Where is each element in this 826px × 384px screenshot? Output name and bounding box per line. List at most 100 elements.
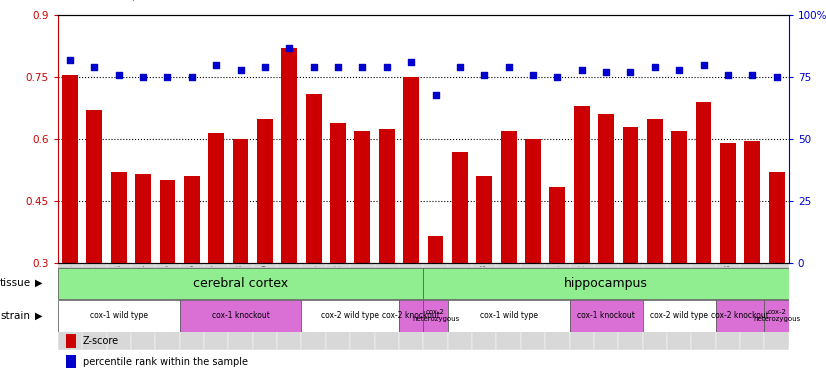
Bar — [278, 263, 301, 350]
Text: hippocampus: hippocampus — [564, 277, 648, 290]
Bar — [155, 263, 180, 350]
Bar — [107, 263, 131, 350]
Bar — [570, 263, 594, 350]
Point — [234, 67, 247, 73]
Bar — [594, 263, 618, 350]
Point — [380, 64, 393, 70]
Bar — [253, 263, 278, 350]
Bar — [375, 263, 399, 350]
Bar — [131, 263, 155, 350]
Bar — [643, 300, 715, 331]
Bar — [598, 114, 614, 263]
Point — [551, 74, 564, 80]
Bar — [301, 300, 399, 331]
Bar — [744, 141, 760, 263]
Text: cox-2 wild type: cox-2 wild type — [321, 311, 379, 320]
Text: ▶: ▶ — [35, 311, 42, 321]
Point — [672, 67, 686, 73]
Text: cox-1 wild type: cox-1 wild type — [90, 311, 148, 320]
Bar — [159, 180, 175, 263]
Bar — [647, 119, 662, 263]
Bar — [715, 300, 765, 331]
Bar — [301, 263, 326, 350]
Bar — [208, 133, 224, 263]
Point — [88, 64, 101, 70]
Bar — [58, 263, 83, 350]
Point — [697, 62, 710, 68]
Text: cox-2 wild type: cox-2 wild type — [650, 311, 708, 320]
Bar — [58, 300, 180, 331]
Bar — [720, 143, 736, 263]
Point — [575, 67, 588, 73]
Bar — [695, 102, 711, 263]
Point — [526, 72, 539, 78]
Bar — [477, 176, 492, 263]
Bar — [525, 139, 541, 263]
Text: ▶: ▶ — [35, 278, 42, 288]
Bar — [354, 131, 370, 263]
Point — [746, 72, 759, 78]
Bar — [204, 263, 228, 350]
Bar — [399, 300, 423, 331]
Bar — [545, 263, 570, 350]
Bar — [87, 110, 102, 263]
Point — [405, 60, 418, 66]
Bar — [740, 263, 765, 350]
Point — [185, 74, 198, 80]
Text: cox-2
heterozygous: cox-2 heterozygous — [753, 310, 800, 322]
Point — [210, 62, 223, 68]
Bar — [62, 75, 78, 263]
Text: cox-1 wild type: cox-1 wild type — [480, 311, 538, 320]
Bar — [228, 263, 253, 350]
Bar — [496, 263, 521, 350]
Bar — [549, 187, 565, 263]
Bar — [715, 263, 740, 350]
Point — [112, 72, 126, 78]
Bar — [643, 263, 667, 350]
Bar — [765, 263, 789, 350]
Point — [161, 74, 174, 80]
Bar — [574, 106, 590, 263]
Text: cox-2
heterozygous: cox-2 heterozygous — [412, 310, 459, 322]
Text: Z-score: Z-score — [83, 336, 119, 346]
Bar — [570, 300, 643, 331]
Point — [356, 64, 369, 70]
Text: GDS2602 / 16337: GDS2602 / 16337 — [66, 0, 184, 2]
Text: cox-2 knockout: cox-2 knockout — [711, 311, 769, 320]
Point — [502, 64, 515, 70]
Bar — [424, 300, 448, 331]
Point — [477, 72, 491, 78]
Bar — [257, 119, 273, 263]
Point — [429, 91, 442, 98]
Point — [770, 74, 783, 80]
Bar — [619, 263, 643, 350]
Text: cerebral cortex: cerebral cortex — [193, 277, 288, 290]
Bar — [282, 48, 297, 263]
Bar — [667, 263, 691, 350]
Bar — [180, 300, 301, 331]
Point — [648, 64, 662, 70]
Text: strain: strain — [0, 311, 30, 321]
Bar — [306, 94, 321, 263]
Bar — [501, 131, 516, 263]
Bar — [330, 123, 346, 263]
Bar — [672, 131, 687, 263]
Bar — [424, 263, 448, 350]
Bar — [83, 263, 107, 350]
Point — [282, 45, 296, 51]
Point — [624, 69, 637, 75]
Text: tissue: tissue — [0, 278, 31, 288]
Bar — [623, 127, 638, 263]
Bar — [399, 263, 423, 350]
Bar — [424, 268, 789, 299]
Bar — [448, 300, 570, 331]
Point — [600, 69, 613, 75]
Bar — [428, 236, 444, 263]
Bar — [184, 176, 200, 263]
Bar — [403, 77, 419, 263]
Point — [331, 64, 344, 70]
Bar — [350, 263, 375, 350]
Bar — [180, 263, 204, 350]
Point — [64, 57, 77, 63]
Bar — [135, 174, 151, 263]
